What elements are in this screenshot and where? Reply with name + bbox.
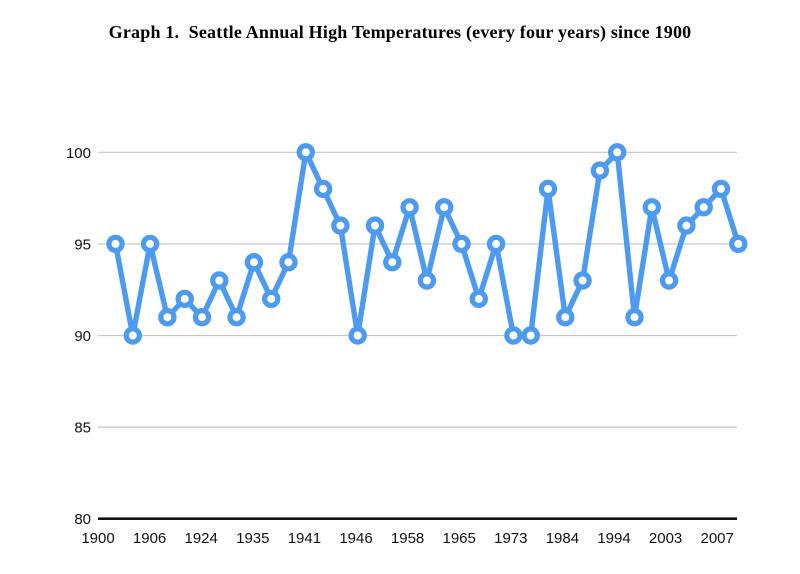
x-tick-label: 1984	[546, 530, 579, 547]
data-point-marker	[729, 234, 748, 254]
data-point-marker	[262, 289, 281, 309]
data-point-marker	[417, 271, 437, 290]
x-tick-label: 1906	[133, 530, 166, 547]
data-point-marker	[625, 308, 644, 327]
data-point-marker	[348, 326, 367, 345]
data-point-marker	[175, 289, 194, 309]
x-tick-label: 1941	[288, 530, 321, 547]
x-tick-label: 2007	[701, 530, 734, 547]
data-point-marker	[400, 198, 419, 217]
data-point-marker	[694, 198, 713, 217]
data-point-marker	[469, 289, 488, 309]
data-point-marker	[608, 143, 627, 162]
data-point-marker	[383, 253, 402, 272]
data-point-marker	[573, 271, 592, 290]
data-point-marker	[106, 234, 125, 254]
y-tick-label: 100	[66, 145, 91, 162]
x-tick-label: 1924	[185, 530, 218, 547]
data-point-marker	[452, 234, 471, 254]
data-point-marker	[210, 271, 229, 290]
data-point-marker	[677, 216, 696, 235]
data-point-marker	[244, 253, 264, 272]
x-tick-label: 1935	[236, 530, 269, 547]
data-point-marker	[504, 326, 523, 345]
x-tick-label: 2003	[649, 530, 682, 547]
data-point-marker	[556, 308, 575, 327]
y-tick-label: 95	[74, 236, 91, 253]
data-point-marker	[711, 179, 731, 199]
data-point-marker	[435, 198, 454, 217]
data-point-marker	[227, 308, 246, 327]
x-tick-label: 1994	[597, 530, 630, 547]
data-point-marker	[331, 216, 350, 235]
y-tick-label: 80	[74, 511, 91, 528]
data-point-marker	[365, 216, 385, 235]
y-tick-label: 90	[74, 328, 91, 345]
data-point-marker	[140, 234, 160, 254]
x-tick-label: 1946	[339, 530, 372, 547]
data-point-marker	[279, 253, 298, 272]
data-point-marker	[642, 198, 662, 217]
chart-title: Graph 1. Seattle Annual High Temperature…	[108, 22, 692, 42]
x-tick-label: 1973	[494, 530, 527, 547]
x-tick-label: 1900	[81, 530, 114, 547]
data-point-marker	[486, 234, 506, 254]
data-point-marker	[659, 271, 679, 290]
x-tick-label: 1958	[391, 530, 424, 547]
data-point-marker	[158, 308, 177, 327]
data-point-marker	[192, 308, 212, 327]
data-point-marker	[590, 161, 610, 180]
data-point-marker	[296, 143, 315, 162]
data-point-marker	[521, 326, 540, 345]
y-tick-label: 85	[74, 420, 91, 437]
data-point-marker	[123, 326, 143, 345]
data-point-marker	[538, 179, 558, 199]
x-tick-label: 1965	[443, 530, 476, 547]
data-point-marker	[313, 179, 333, 199]
